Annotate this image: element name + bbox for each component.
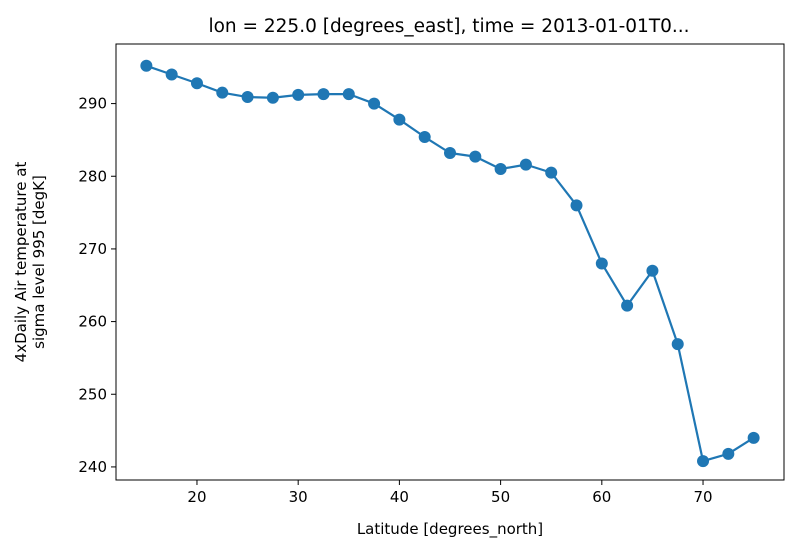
data-point <box>469 150 482 163</box>
y-tick-label: 280 <box>78 167 107 185</box>
data-point <box>570 199 583 212</box>
data-point <box>266 91 279 104</box>
data-point <box>444 147 456 159</box>
data-point <box>621 299 634 312</box>
plot-area <box>140 59 760 468</box>
data-point <box>494 162 507 175</box>
data-point <box>292 88 305 101</box>
x-tick-label: 20 <box>187 488 206 506</box>
data-point <box>646 264 659 277</box>
data-point <box>165 68 178 81</box>
x-tick-label: 60 <box>592 488 611 506</box>
data-point <box>671 338 684 351</box>
y-axis: 240 250 260 270 280 290 <box>78 95 116 476</box>
x-axis-label: Latitude [degrees_north] <box>357 520 543 539</box>
x-tick-label: 30 <box>289 488 308 506</box>
chart-title: lon = 225.0 [degrees_east], time = 2013-… <box>208 16 689 37</box>
y-tick-label: 260 <box>78 313 107 331</box>
data-point <box>697 455 710 468</box>
data-point <box>545 166 558 179</box>
data-point <box>747 431 760 444</box>
data-point <box>342 88 355 101</box>
data-point <box>317 88 330 101</box>
data-point <box>216 86 229 99</box>
data-point <box>595 257 608 270</box>
series-line <box>146 64 755 463</box>
data-point <box>722 447 735 460</box>
axes-frame <box>115 43 785 481</box>
x-tick-label: 40 <box>390 488 409 506</box>
y-axis-label-line-2: sigma level 995 [degK] <box>30 175 48 349</box>
y-tick-label: 270 <box>78 240 107 258</box>
y-tick-label: 240 <box>78 458 107 476</box>
y-tick-label: 290 <box>78 95 107 113</box>
data-point <box>140 59 153 72</box>
data-point <box>190 77 203 90</box>
x-tick-label: 70 <box>693 488 712 506</box>
data-point <box>393 113 406 126</box>
data-point <box>368 97 381 110</box>
x-axis: 20 30 40 50 60 70 <box>187 480 713 506</box>
data-point <box>418 131 431 144</box>
x-tick-label: 50 <box>491 488 510 506</box>
y-axis-label-line-1: 4xDaily Air temperature at <box>12 162 30 363</box>
y-tick-label: 250 <box>78 385 107 403</box>
y-axis-label: 4xDaily Air temperature at sigma level 9… <box>12 162 48 363</box>
data-point <box>519 158 532 171</box>
data-point <box>241 91 254 104</box>
